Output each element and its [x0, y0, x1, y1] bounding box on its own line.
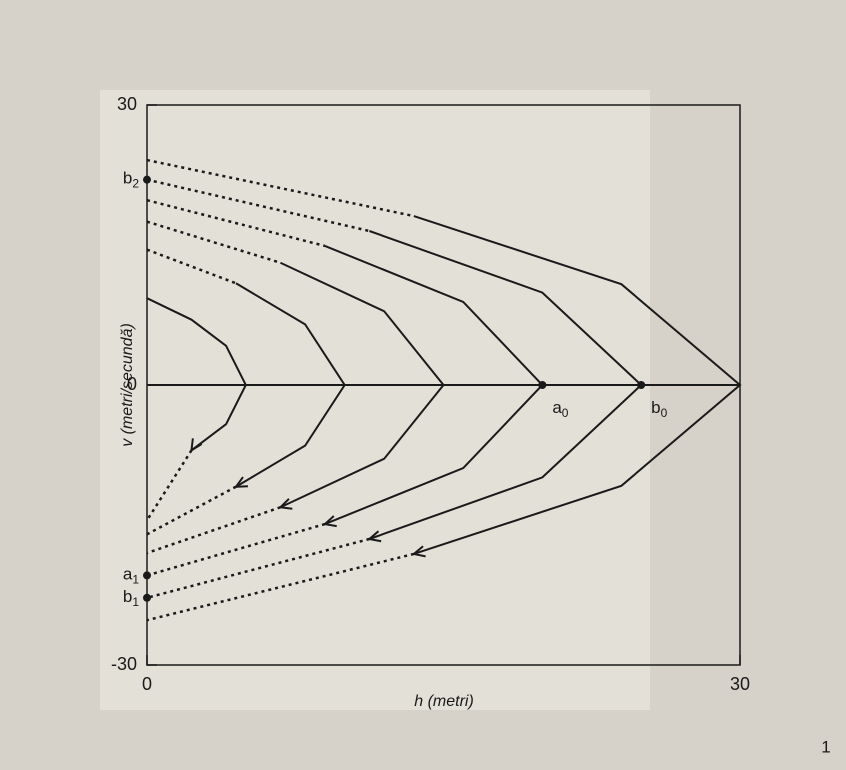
- marked-point: [637, 381, 646, 389]
- marked-point: [143, 593, 151, 602]
- point-label: a0: [552, 398, 568, 420]
- dotted-trajectory: [146, 178, 370, 233]
- dotted-trajectory: [146, 485, 237, 536]
- point-label-subscript: 0: [562, 406, 569, 420]
- trajectory: [235, 282, 346, 488]
- page-number: 1: [821, 737, 830, 756]
- point-label-letter: a: [123, 565, 133, 584]
- y-tick-label: 30: [117, 94, 137, 114]
- x-tick-label: 0: [142, 674, 152, 694]
- y-axis-label: v (metri/secundă): [119, 323, 136, 447]
- dotted-trajectory: [146, 537, 370, 600]
- marked-point: [143, 571, 151, 580]
- point-label: a1: [123, 565, 139, 587]
- dotted-trajectory: [146, 506, 281, 555]
- point-label-subscript: 1: [132, 595, 139, 609]
- trajectory: [280, 261, 445, 509]
- point-label: b1: [123, 587, 139, 609]
- dotted-trajectory: [146, 522, 326, 577]
- trajectory: [413, 215, 742, 555]
- y-tick-label: -30: [111, 654, 137, 674]
- point-label: b2: [123, 169, 139, 191]
- marked-point: [143, 175, 151, 184]
- arrowhead: [190, 438, 203, 453]
- y-tick-label: 0: [127, 374, 137, 394]
- arrowhead: [411, 545, 426, 558]
- dotted-trajectory: [146, 220, 281, 264]
- arrowhead: [367, 530, 382, 543]
- point-label-subscript: 0: [661, 406, 668, 420]
- dotted-trajectory: [146, 248, 237, 285]
- point-label-letter: b: [123, 169, 132, 188]
- arrowhead: [278, 498, 293, 510]
- point-label-letter: b: [123, 587, 132, 606]
- point-label-letter: b: [651, 398, 660, 417]
- x-tick-label: 30: [730, 674, 750, 694]
- dotted-trajectory: [146, 198, 326, 248]
- plot-panel: [100, 90, 650, 710]
- point-label-subscript: 1: [132, 573, 139, 587]
- point-label: b0: [651, 398, 667, 420]
- x-axis-label: h (metri): [414, 693, 474, 710]
- marked-point: [538, 381, 547, 389]
- point-label-letter: a: [552, 398, 562, 417]
- trajectory: [146, 297, 247, 452]
- arrowhead: [233, 476, 248, 488]
- point-label-subscript: 2: [132, 177, 139, 191]
- arrowhead: [322, 515, 337, 528]
